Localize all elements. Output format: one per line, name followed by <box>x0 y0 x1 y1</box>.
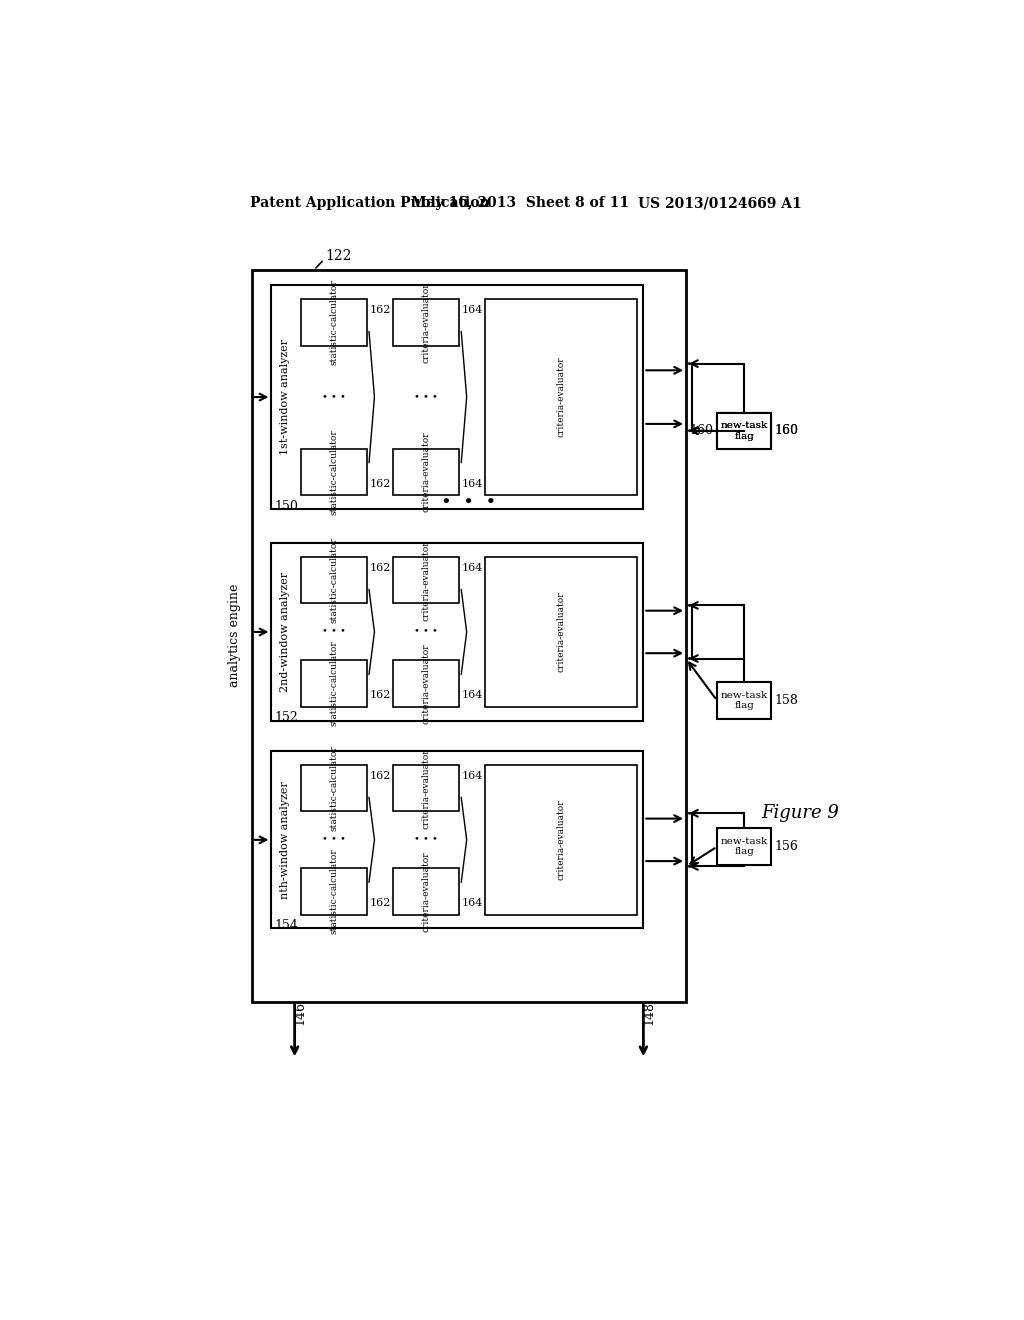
Text: 148: 148 <box>642 1001 655 1024</box>
Text: 152: 152 <box>274 711 298 725</box>
Text: US 2013/0124669 A1: US 2013/0124669 A1 <box>638 197 802 210</box>
Text: new-task
flag: new-task flag <box>721 421 768 441</box>
Bar <box>301 449 367 495</box>
Text: criteria-evaluator: criteria-evaluator <box>557 356 565 437</box>
Text: • • •: • • • <box>322 836 346 845</box>
Text: criteria-evaluator: criteria-evaluator <box>422 748 430 829</box>
Text: statistic-calculator: statistic-calculator <box>330 849 338 935</box>
Bar <box>717 412 771 449</box>
Text: 150: 150 <box>274 499 298 512</box>
Text: statistic-calculator: statistic-calculator <box>330 640 338 726</box>
Text: Figure 9: Figure 9 <box>762 804 840 822</box>
Text: 146: 146 <box>294 1001 306 1024</box>
Text: 164: 164 <box>462 305 483 315</box>
Bar <box>271 544 643 721</box>
Text: 160: 160 <box>774 425 799 437</box>
Text: 164: 164 <box>462 690 483 701</box>
Text: nth-window analyzer: nth-window analyzer <box>280 781 290 899</box>
Text: new-task
flag: new-task flag <box>721 837 768 857</box>
Text: 162: 162 <box>370 305 391 315</box>
Text: 162: 162 <box>370 479 391 488</box>
Text: May 16, 2013  Sheet 8 of 11: May 16, 2013 Sheet 8 of 11 <box>411 197 629 210</box>
Text: 154: 154 <box>274 919 298 932</box>
Bar <box>393 766 459 812</box>
Bar <box>301 766 367 812</box>
Text: • • •: • • • <box>322 392 346 401</box>
Text: •  •  •: • • • <box>441 494 497 512</box>
Text: 164: 164 <box>462 564 483 573</box>
Text: 164: 164 <box>462 771 483 781</box>
Text: 156: 156 <box>774 841 799 853</box>
Bar <box>717 829 771 866</box>
Text: criteria-evaluator: criteria-evaluator <box>557 800 565 880</box>
Text: 162: 162 <box>370 564 391 573</box>
Text: statistic-calculator: statistic-calculator <box>330 537 338 623</box>
Bar <box>252 271 686 1002</box>
Text: criteria-evaluator: criteria-evaluator <box>422 432 430 512</box>
Text: criteria-evaluator: criteria-evaluator <box>422 643 430 723</box>
Text: statistic-calculator: statistic-calculator <box>330 429 338 515</box>
Bar <box>393 869 459 915</box>
Text: 158: 158 <box>774 694 799 708</box>
Bar <box>301 869 367 915</box>
Text: • • •: • • • <box>414 392 438 401</box>
Text: 2nd-window analyzer: 2nd-window analyzer <box>280 572 290 692</box>
Text: analytics engine: analytics engine <box>228 585 242 688</box>
Text: 1st-window analyzer: 1st-window analyzer <box>280 339 290 455</box>
Bar <box>393 660 459 706</box>
Text: statistic-calculator: statistic-calculator <box>330 280 338 366</box>
Text: new-task
flag: new-task flag <box>721 690 768 710</box>
Text: Patent Application Publication: Patent Application Publication <box>251 197 490 210</box>
Bar <box>393 557 459 603</box>
Text: 164: 164 <box>462 479 483 488</box>
Text: 162: 162 <box>370 899 391 908</box>
Text: 162: 162 <box>370 690 391 701</box>
Text: 164: 164 <box>462 899 483 908</box>
Text: • • •: • • • <box>414 627 438 636</box>
Text: 160: 160 <box>690 425 714 437</box>
Bar <box>485 300 637 495</box>
Text: criteria-evaluator: criteria-evaluator <box>422 851 430 932</box>
Bar <box>301 660 367 706</box>
Bar <box>485 557 637 706</box>
Text: criteria-evaluator: criteria-evaluator <box>557 591 565 672</box>
Text: new-task
flag: new-task flag <box>721 421 768 441</box>
Bar <box>485 766 637 915</box>
Bar <box>717 682 771 719</box>
Bar <box>717 412 771 449</box>
Bar <box>393 300 459 346</box>
Text: • • •: • • • <box>322 627 346 636</box>
Text: statistic-calculator: statistic-calculator <box>330 746 338 832</box>
Bar <box>271 751 643 928</box>
Text: 162: 162 <box>370 771 391 781</box>
Text: 160: 160 <box>774 425 799 437</box>
Text: criteria-evaluator: criteria-evaluator <box>422 540 430 620</box>
Text: criteria-evaluator: criteria-evaluator <box>422 282 430 363</box>
Text: • • •: • • • <box>414 836 438 845</box>
Text: 122: 122 <box>326 249 352 263</box>
Bar <box>393 449 459 495</box>
Bar <box>301 300 367 346</box>
Bar <box>271 285 643 508</box>
Bar <box>301 557 367 603</box>
